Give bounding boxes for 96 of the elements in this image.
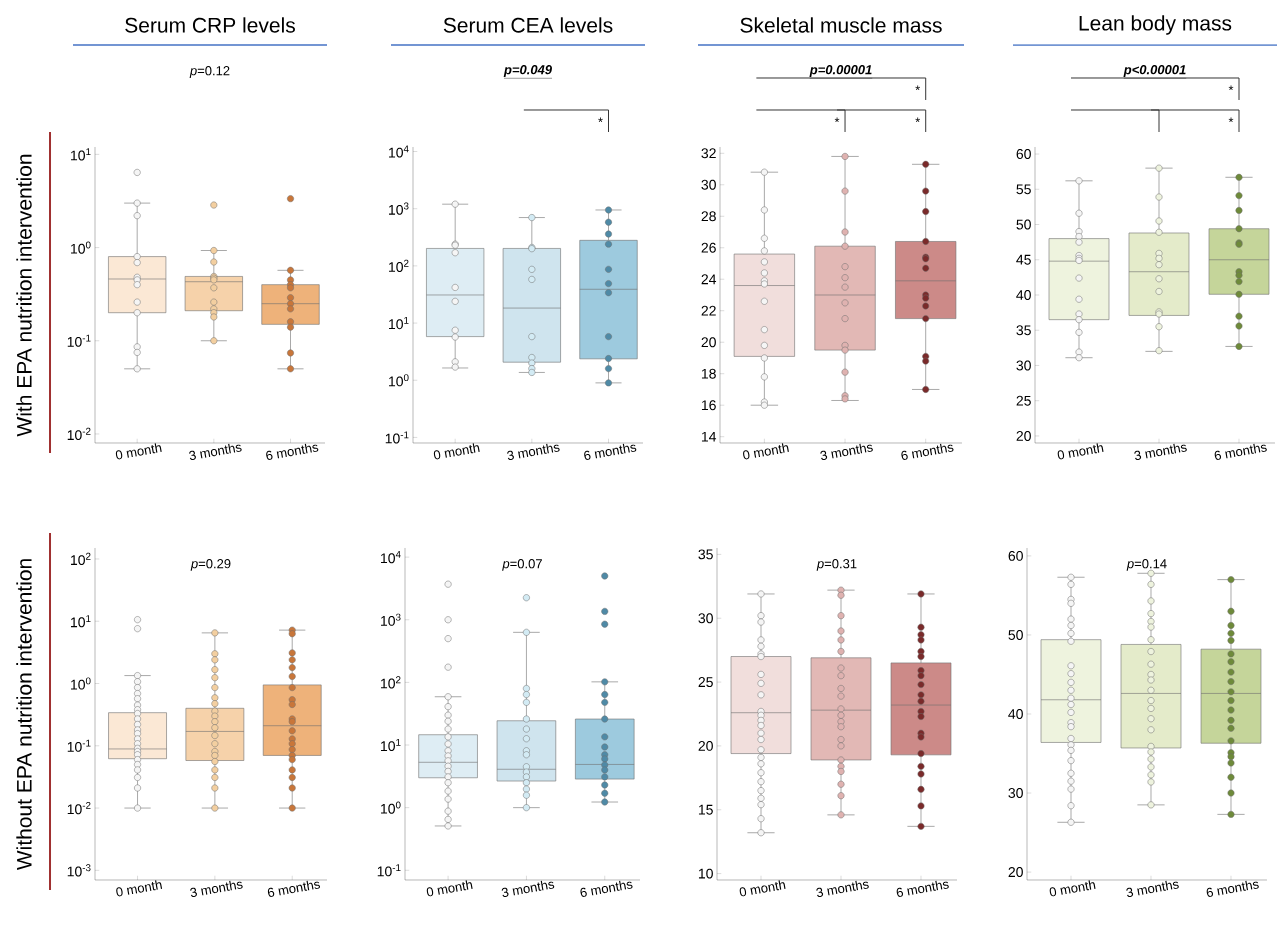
annotation: p=0.14 bbox=[1126, 559, 1167, 571]
x-tick-label: 0 month bbox=[426, 880, 473, 897]
y-tick-label: 20 bbox=[1008, 867, 1023, 878]
y-tick-label: 10$^{3}$ bbox=[389, 202, 409, 215]
text: * bbox=[1228, 117, 1234, 123]
x-tick-label: 0 month bbox=[115, 443, 162, 460]
y-tick-label: 10$^{1}$ bbox=[381, 738, 401, 752]
y-tick-label: 22 bbox=[701, 305, 716, 316]
y-tick-label: 10$^{2}$ bbox=[389, 259, 409, 272]
x-tick-label: 3 months bbox=[816, 880, 869, 897]
y-tick-label: 18 bbox=[701, 368, 716, 379]
x-tick-label: 3 months bbox=[501, 880, 555, 897]
y-tick-label: 10$^{1}$ bbox=[71, 148, 91, 161]
y-tick-label: 10$^{-2}$ bbox=[67, 801, 91, 815]
y-tick-label: 60 bbox=[1008, 550, 1023, 561]
y-tick-label: 28 bbox=[701, 211, 716, 222]
y-tick-label: 10 bbox=[698, 868, 713, 879]
y-tick-label: 10$^{-1}$ bbox=[67, 334, 91, 347]
y-tick-label: 10$^{4}$ bbox=[389, 145, 409, 158]
chart-title: Serum CEA levels bbox=[443, 17, 613, 33]
y-tick-label: 50 bbox=[1008, 629, 1023, 640]
y-tick-label: 45 bbox=[1016, 254, 1031, 265]
x-tick-label: 0 month bbox=[739, 880, 786, 897]
y-tick-label: 32 bbox=[701, 148, 716, 159]
x-tick-label: 6 months bbox=[267, 880, 321, 897]
y-tick-label: 10$^{2}$ bbox=[381, 676, 401, 689]
y-tick-label: 40 bbox=[1016, 290, 1031, 300]
chart-title: Serum CRP levels bbox=[125, 17, 295, 33]
y-tick-label: 10$^{0}$ bbox=[71, 677, 91, 690]
x-tick-label: 6 months bbox=[266, 443, 319, 460]
text: p=0.049 bbox=[503, 65, 552, 77]
text: p=0.12 bbox=[189, 66, 230, 78]
y-tick-label: 55 bbox=[1016, 184, 1031, 195]
y-tick-label: 20 bbox=[698, 740, 713, 751]
y-tick-label: 26 bbox=[701, 242, 716, 253]
annotation: p=0.29 bbox=[190, 559, 231, 571]
y-axis-title: Without EPA nutrition intervention bbox=[16, 559, 32, 871]
x-tick-label: 6 months bbox=[901, 443, 954, 460]
chart-title: Lean body mass bbox=[1079, 15, 1232, 35]
y-tick-label: 15 bbox=[698, 804, 713, 815]
y-tick-label: 10$^{-3}$ bbox=[67, 864, 91, 877]
x-tick-label: 0 month bbox=[1057, 443, 1104, 460]
y-tick-label: 25 bbox=[698, 677, 713, 688]
x-tick-label: 6 months bbox=[584, 443, 637, 460]
y-tick-label: 50 bbox=[1016, 219, 1031, 230]
y-tick-label: 30 bbox=[1008, 788, 1023, 798]
y-tick-label: 30 bbox=[701, 179, 716, 190]
y-tick-label: 10$^{0}$ bbox=[381, 801, 401, 814]
x-tick-label: 6 months bbox=[580, 880, 633, 897]
y-tick-label: 35 bbox=[1016, 325, 1031, 336]
x-tick-label: 3 months bbox=[1126, 880, 1179, 897]
y-tick-label: 10$^{-2}$ bbox=[67, 427, 91, 441]
y-axis-title: With EPA nutrition intervention bbox=[16, 154, 32, 437]
text: * bbox=[834, 117, 840, 123]
y-tick-label: 10$^{2}$ bbox=[71, 552, 91, 566]
text: p=0.00001 bbox=[809, 65, 872, 77]
y-tick-label: 10$^{1}$ bbox=[71, 615, 91, 628]
x-tick-label: 3 months bbox=[190, 880, 243, 897]
x-tick-label: 0 month bbox=[433, 443, 480, 460]
annotation: p=0.07 bbox=[502, 559, 542, 571]
text: * bbox=[598, 117, 603, 123]
x-tick-label: 6 months bbox=[896, 880, 949, 897]
y-tick-label: 40 bbox=[1008, 709, 1023, 719]
y-tick-label: 10$^{-1}$ bbox=[385, 431, 409, 444]
annotation: p=0.31 bbox=[816, 559, 857, 571]
y-tick-label: 10$^{0}$ bbox=[389, 374, 409, 387]
y-tick-label: 10$^{1}$ bbox=[389, 317, 409, 330]
y-tick-label: 10$^{4}$ bbox=[381, 551, 401, 564]
y-tick-label: 24 bbox=[701, 274, 717, 285]
y-tick-label: 30 bbox=[698, 613, 713, 624]
y-tick-label: 60 bbox=[1016, 149, 1031, 159]
y-tick-label: 10$^{-1}$ bbox=[67, 739, 91, 752]
y-tick-label: 16 bbox=[701, 400, 716, 411]
y-tick-label: 10$^{-1}$ bbox=[377, 864, 401, 877]
x-tick-label: 6 months bbox=[1214, 443, 1267, 460]
x-tick-label: 3 months bbox=[189, 443, 242, 460]
y-tick-label: 35 bbox=[698, 549, 713, 560]
y-tick-label: 25 bbox=[1016, 395, 1031, 406]
y-tick-label: 20 bbox=[1016, 430, 1031, 441]
chart-title: Skeletal muscle mass bbox=[740, 17, 942, 33]
y-tick-label: 20 bbox=[701, 337, 716, 348]
text: * bbox=[915, 85, 921, 91]
x-tick-label: 0 month bbox=[116, 880, 163, 897]
text: p<0.00001 bbox=[1123, 65, 1186, 77]
x-tick-label: 6 months bbox=[1206, 880, 1259, 897]
text: * bbox=[915, 117, 921, 123]
y-tick-label: 10$^{0}$ bbox=[71, 241, 91, 254]
x-tick-label: 3 months bbox=[820, 443, 873, 460]
x-tick-label: 0 month bbox=[1049, 880, 1096, 897]
y-tick-label: 14 bbox=[701, 431, 717, 442]
x-tick-label: 0 month bbox=[743, 443, 789, 460]
text: * bbox=[1228, 85, 1234, 91]
x-tick-label: 3 months bbox=[507, 443, 560, 460]
y-tick-label: 30 bbox=[1016, 360, 1031, 371]
y-tick-label: 10$^{3}$ bbox=[381, 613, 401, 626]
x-tick-label: 3 months bbox=[1134, 443, 1187, 460]
